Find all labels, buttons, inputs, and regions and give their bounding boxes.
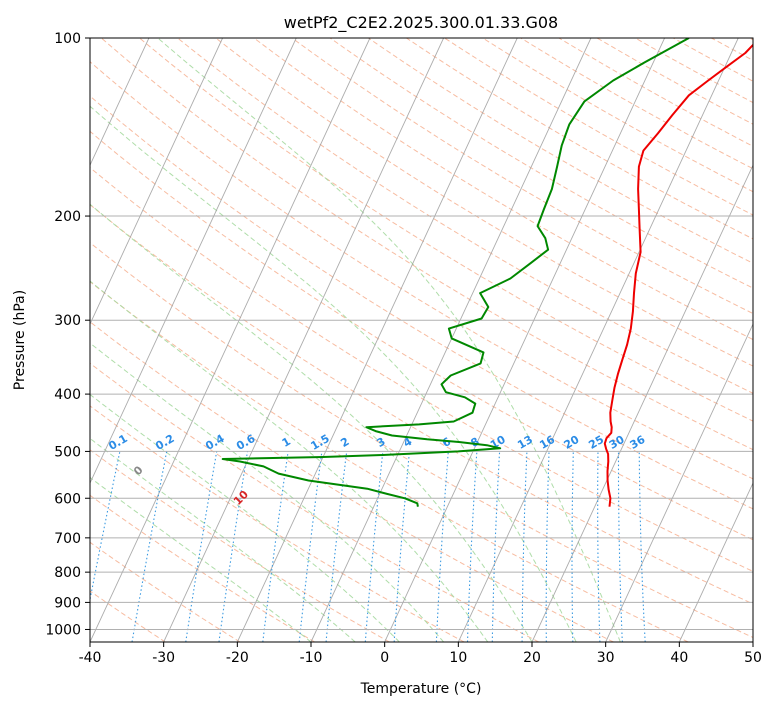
dry-adiabat-line — [90, 449, 390, 642]
moist-adiabat-line — [90, 280, 489, 642]
dry-adiabat-line — [329, 38, 753, 289]
isotherm-line — [90, 38, 150, 167]
x-tick-label: 0 — [380, 650, 389, 666]
x-tick-label: 30 — [597, 650, 615, 666]
x-axis-label: Temperature (°C) — [360, 681, 482, 697]
dewpoint-profile-line — [221, 38, 690, 507]
y-tick-label: 700 — [54, 531, 81, 547]
x-tick-label: 50 — [744, 650, 762, 666]
mixing-ratio-line — [185, 451, 218, 642]
dry-adiabat-line — [100, 38, 753, 451]
grid-layer — [90, 38, 753, 642]
dry-adiabat-line — [90, 590, 166, 642]
y-axis-ticks: 100 200 300 400 500 600 700 800 900 1000 — [45, 31, 90, 638]
x-tick-label: 20 — [523, 650, 541, 666]
dry-adiabat-line — [90, 321, 614, 642]
mixing-ratio-line — [325, 451, 348, 642]
isotherm-line — [310, 38, 592, 642]
isotherm-line — [163, 38, 445, 642]
moist-adiabat-line — [90, 203, 533, 642]
x-axis-ticks: -40 -30 -20 -10 0 10 20 30 40 50 — [79, 642, 762, 666]
y-tick-label: 900 — [54, 595, 81, 611]
moist-adiabat-line — [157, 38, 621, 642]
dry-adiabat-line — [90, 242, 753, 639]
dry-adiabat-line — [139, 38, 753, 422]
isotherm-line — [90, 38, 224, 326]
moist-adiabat-line — [90, 393, 400, 642]
series-layer — [221, 38, 753, 507]
dry-adiabat-line — [90, 204, 753, 605]
y-tick-label: 800 — [54, 565, 81, 581]
dry-adiabat-line — [90, 362, 540, 642]
x-tick-label: 10 — [449, 650, 467, 666]
moist-adiabat-line — [90, 105, 577, 642]
dry-adiabat-line — [177, 38, 753, 394]
x-tick-label: -30 — [152, 650, 175, 666]
isotherm-line — [384, 38, 666, 642]
isotherm-line — [90, 38, 297, 485]
isotherm-line — [90, 38, 371, 642]
x-tick-label: -10 — [300, 650, 323, 666]
dry-adiabat-line — [90, 166, 753, 572]
moist-adiabat-line — [90, 437, 356, 642]
dry-adiabat-line — [90, 130, 753, 541]
moist-adiabat-line — [90, 342, 444, 642]
isotherm-line — [457, 38, 739, 642]
y-tick-label: 600 — [54, 491, 81, 507]
isotherm-line — [531, 164, 753, 642]
y-tick-label: 200 — [54, 209, 81, 225]
mixing-ratio-line — [298, 451, 323, 642]
isotherm-line — [605, 323, 753, 642]
temperature-profile-line — [603, 43, 753, 507]
dry-adiabat-line — [90, 494, 315, 642]
x-tick-label: 40 — [670, 650, 688, 666]
mixing-ratio-line — [218, 451, 249, 642]
y-axis-label: Pressure (hPa) — [12, 290, 28, 390]
y-tick-label: 1000 — [45, 622, 81, 638]
x-tick-label: -20 — [226, 650, 249, 666]
mixing-ratio-line — [262, 451, 289, 642]
y-tick-label: 400 — [54, 387, 81, 403]
isotherm-line — [236, 38, 518, 642]
y-tick-label: 300 — [54, 313, 81, 329]
isotherm-line — [678, 481, 753, 642]
y-tick-label: 500 — [54, 444, 81, 460]
y-tick-label: 100 — [54, 31, 81, 47]
chart-title: wetPf2_C2E2.2025.300.01.33.G08 — [284, 13, 558, 33]
x-tick-label: -40 — [79, 650, 102, 666]
dry-adiabat-line — [90, 95, 753, 510]
plot-frame — [89, 37, 754, 643]
